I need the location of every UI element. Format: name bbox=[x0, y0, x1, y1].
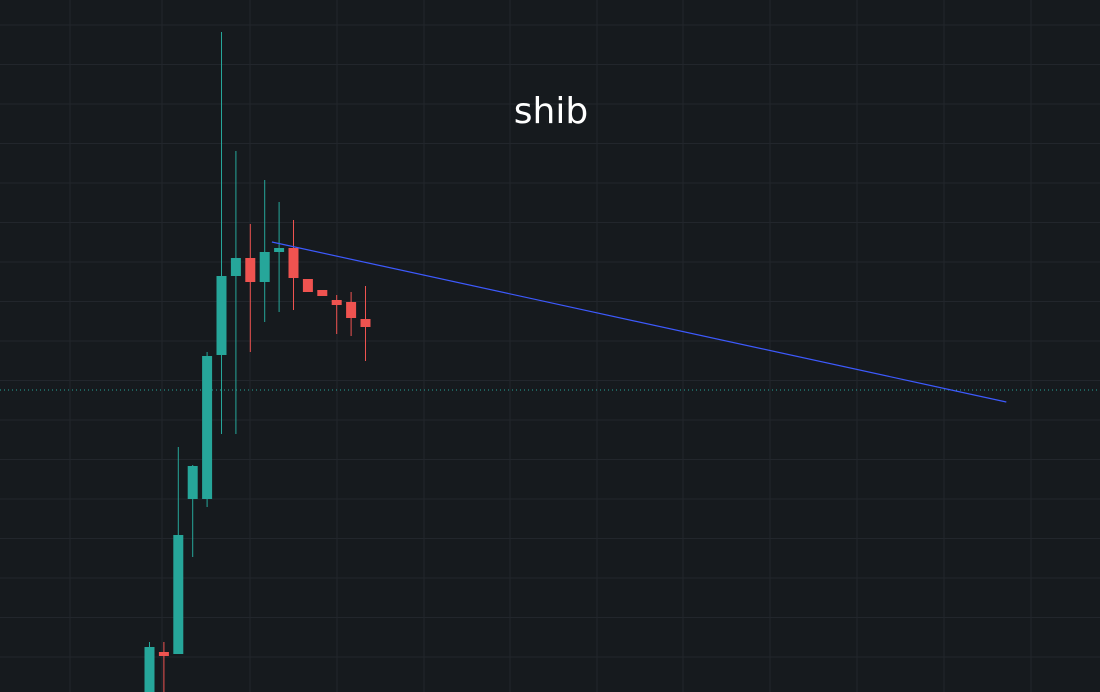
candle bbox=[331, 295, 342, 334]
candle-body bbox=[274, 248, 285, 252]
candle-body bbox=[173, 535, 184, 654]
candle-body bbox=[360, 319, 371, 327]
candle-body bbox=[317, 290, 328, 296]
candle-body bbox=[259, 252, 270, 282]
candle-body bbox=[202, 356, 213, 499]
candle bbox=[259, 180, 270, 322]
chart-title: shib bbox=[514, 91, 588, 132]
candle-body bbox=[331, 300, 342, 305]
candle bbox=[302, 279, 313, 292]
candle bbox=[274, 202, 285, 312]
candle bbox=[216, 32, 227, 434]
candle-body bbox=[158, 652, 169, 656]
candle bbox=[360, 286, 371, 361]
candle-body bbox=[288, 248, 299, 278]
candle-body bbox=[187, 466, 198, 499]
candle-body bbox=[302, 279, 313, 292]
candle bbox=[346, 292, 357, 336]
candle bbox=[173, 447, 184, 654]
candle bbox=[144, 642, 155, 692]
candle-body bbox=[216, 276, 227, 355]
candle-body bbox=[144, 647, 155, 692]
trendline bbox=[271, 241, 1007, 403]
candle bbox=[245, 224, 256, 352]
candle bbox=[317, 290, 328, 296]
trendline-layer bbox=[271, 241, 1007, 403]
candle-body bbox=[230, 258, 241, 276]
candle bbox=[158, 642, 169, 692]
candle bbox=[288, 220, 299, 310]
candle bbox=[187, 465, 198, 557]
candle bbox=[202, 352, 213, 507]
candle-body bbox=[346, 302, 357, 318]
candle-body bbox=[245, 258, 256, 282]
candle bbox=[230, 151, 241, 434]
candles bbox=[144, 32, 371, 692]
